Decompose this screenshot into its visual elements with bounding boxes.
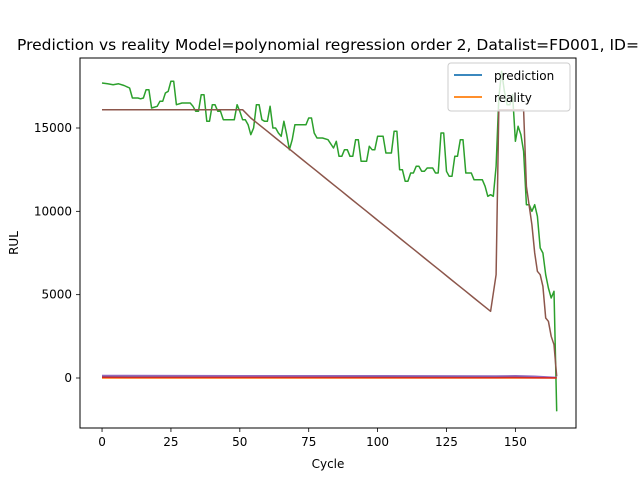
x-tick-label: 150 (504, 435, 527, 449)
y-tick-label: 10000 (34, 204, 72, 218)
series-line-2 (101, 70, 558, 412)
y-axis-ticks: 0 5000 10000 15000 (34, 121, 80, 385)
legend: prediction reality (447, 62, 571, 112)
y-tick-label: 15000 (34, 121, 72, 135)
x-tick-label: 125 (435, 435, 458, 449)
series-line-3 (101, 374, 557, 379)
series-line-5 (102, 108, 558, 377)
x-axis-label: Cycle (312, 457, 345, 471)
x-tick-label: 75 (301, 435, 316, 449)
x-tick-label: 50 (232, 435, 247, 449)
x-tick-label: 0 (98, 435, 106, 449)
x-tick-label: 100 (366, 435, 389, 449)
series-line-4 (101, 376, 557, 379)
x-tick-label: 25 (163, 435, 178, 449)
legend-label-reality: reality (494, 91, 532, 105)
chart-title: Prediction vs reality Model=polynomial r… (17, 36, 639, 54)
plot-area (101, 70, 558, 412)
x-axis-ticks: 0 25 50 75 100 125 150 (98, 428, 527, 449)
y-axis-label: RUL (7, 231, 21, 255)
plot-frame (79, 57, 577, 429)
y-tick-label: 5000 (41, 288, 72, 302)
legend-label-prediction: prediction (494, 69, 554, 83)
y-tick-label: 0 (64, 371, 72, 385)
